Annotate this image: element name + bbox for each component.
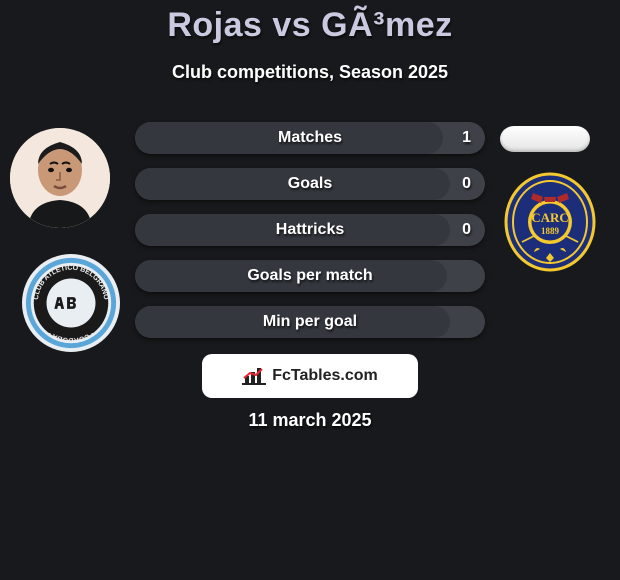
bar-min-per-goal: Min per goal: [135, 306, 485, 338]
bar-value-right: 0: [462, 175, 471, 193]
comparison-widget: Rojas vs GÃ³mez Club competitions, Seaso…: [0, 0, 620, 580]
comparison-bars: Matches 1 Goals 0 Hattricks 0 Goals per …: [135, 122, 485, 352]
chart-icon: [242, 366, 266, 386]
page-subtitle: Club competitions, Season 2025: [0, 62, 620, 83]
bar-value-right: 1: [462, 129, 471, 147]
page-title: Rojas vs GÃ³mez: [0, 6, 620, 45]
player-left-avatar: [10, 128, 110, 228]
bar-hattricks: Hattricks 0: [135, 214, 485, 246]
player-right-avatar: [500, 126, 590, 152]
bar-goals-per-match: Goals per match: [135, 260, 485, 292]
bar-label: Min per goal: [263, 313, 357, 331]
bar-label: Hattricks: [276, 221, 344, 239]
bar-label: Goals per match: [247, 267, 372, 285]
bar-value-right: 0: [462, 221, 471, 239]
source-badge: FcTables.com: [202, 354, 418, 398]
svg-text:CARC: CARC: [531, 210, 569, 225]
club-left-badge: CLUB ATLETICO BELGRANO • CORDOBA •: [22, 254, 120, 352]
source-label: FcTables.com: [272, 367, 378, 385]
svg-text:1889: 1889: [541, 226, 560, 236]
bar-matches: Matches 1: [135, 122, 485, 154]
bar-goals: Goals 0: [135, 168, 485, 200]
club-right-badge: CARC 1889: [500, 172, 600, 272]
bar-label: Matches: [278, 129, 342, 147]
date-label: 11 march 2025: [248, 410, 371, 431]
bar-label: Goals: [288, 175, 332, 193]
